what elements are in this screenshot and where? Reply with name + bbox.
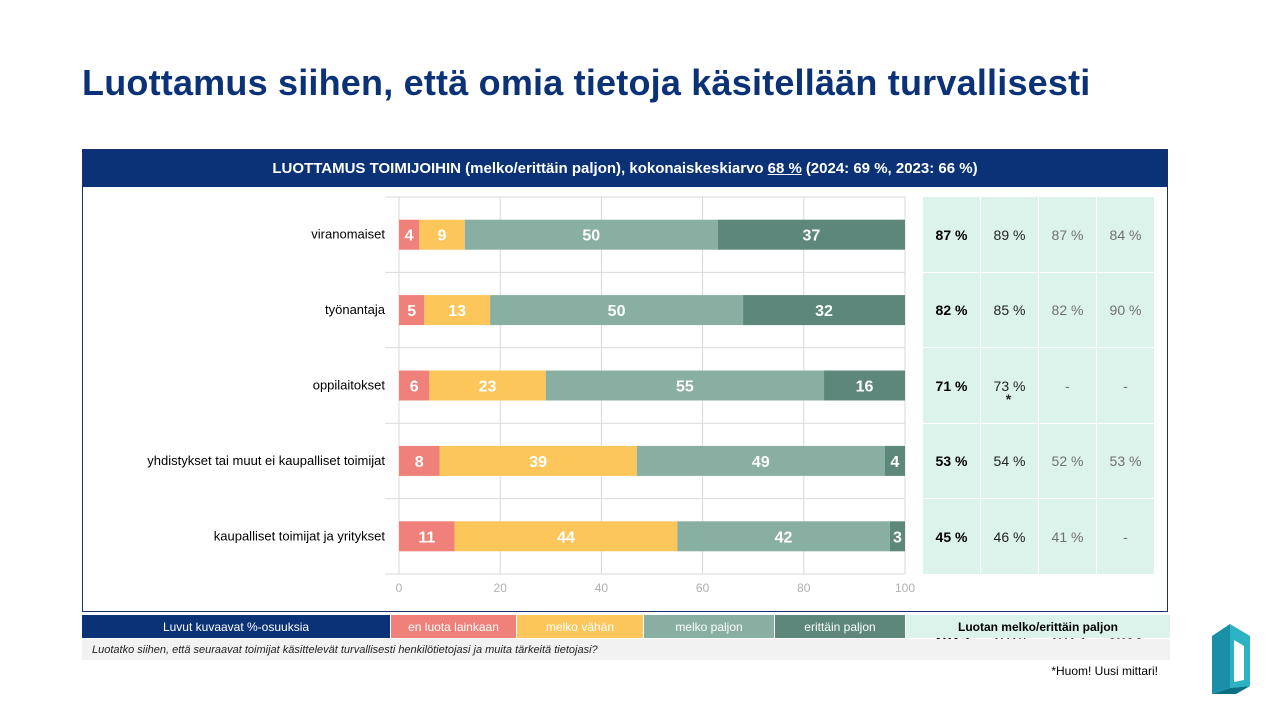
trust-cell-with-note: 73 % *: [981, 378, 1038, 407]
bar-segment: [399, 521, 455, 552]
bar-data-label: 32: [815, 303, 833, 320]
bar-segment: [419, 219, 465, 250]
trust-row-divider: [923, 498, 1155, 499]
trust-cell: 82 %: [935, 302, 968, 318]
x-tick-label: 60: [696, 581, 710, 595]
category-label: oppilaitokset: [313, 378, 386, 393]
trust-col-2022: [1097, 197, 1154, 574]
trust-cell: 53 %: [935, 453, 968, 469]
bar-data-label: 9: [438, 228, 447, 245]
trust-col-2023: [1039, 197, 1096, 574]
legend-trust-label: Luotan melko/erittäin paljon: [906, 615, 1170, 638]
bar-segment: [884, 445, 905, 476]
bar-segment: [439, 445, 637, 476]
bar-data-label: 13: [448, 303, 466, 320]
legend-melko-paljon: melko paljon: [644, 615, 775, 638]
trust-cell: 71 %: [935, 378, 968, 394]
trust-row-divider: [923, 423, 1155, 424]
bar-data-label: 16: [856, 379, 874, 396]
bar-segment: [636, 445, 885, 476]
bar-data-label: 6: [410, 379, 419, 396]
bar-data-label: 49: [752, 454, 770, 471]
legend-erittain-paljon: erittäin paljon: [775, 615, 906, 638]
bar-segment: [824, 370, 905, 401]
bar-segment: [889, 521, 905, 552]
bar-segment: [743, 295, 905, 326]
header-prefix: LUOTTAMUS TOIMIJOIHIN (melko/erittäin pa…: [272, 160, 764, 177]
bar-segment: [399, 370, 430, 401]
bar-segment: [545, 370, 825, 401]
legend-intro: Luvut kuvaavat %-osuuksia: [82, 615, 391, 638]
bar-segment: [717, 219, 905, 250]
bar-data-label: 37: [802, 228, 820, 245]
bar-segment: [399, 445, 440, 476]
trust-row-divider: [923, 347, 1155, 348]
x-tick-label: 80: [797, 581, 811, 595]
trust-cell: 73 %: [993, 378, 1026, 394]
bar-data-label: 50: [608, 303, 626, 320]
bar-data-label: 55: [676, 379, 694, 396]
bar-data-label: 11: [418, 529, 435, 546]
bar-segment: [399, 295, 425, 326]
question-text: Luotatko siihen, että seuraavat toimijat…: [82, 639, 1170, 660]
trust-col-2024: [981, 197, 1038, 574]
trust-cell: 89 %: [993, 227, 1026, 243]
bar-data-label: 23: [479, 379, 497, 396]
trust-row-divider: [923, 272, 1155, 273]
category-label: kaupalliset toimijat ja yritykset: [214, 528, 386, 543]
category-label: viranomaiset: [311, 227, 385, 242]
trust-cell: 54 %: [993, 453, 1026, 469]
trust-cell: 82 %: [1051, 302, 1084, 318]
trust-cell: -: [1123, 378, 1128, 394]
bar-segment: [490, 295, 744, 326]
page-title: Luottamus siihen, että omia tietoja käsi…: [82, 62, 1091, 103]
bar-segment: [399, 219, 420, 250]
header-suffix: (2024: 69 %, 2023: 66 %): [805, 160, 978, 177]
brand-logo: [1212, 624, 1250, 694]
header-average: 68 %: [767, 160, 802, 177]
trust-cell: 87 %: [935, 227, 968, 243]
bar-data-label: 42: [775, 529, 793, 546]
bar-data-label: 5: [407, 303, 416, 320]
bar-data-label: 44: [557, 529, 575, 546]
legend-melko-vahan: melko vähän: [517, 615, 644, 638]
trust-cell: -: [1123, 529, 1128, 545]
trust-cell: 45 %: [935, 529, 968, 545]
bar-segment: [677, 521, 890, 552]
bar-segment: [454, 521, 678, 552]
legend-en-luota: en luota lainkaan: [391, 615, 517, 638]
bar-segment: [464, 219, 718, 250]
x-tick-label: 0: [396, 581, 403, 595]
trust-cell: -: [1065, 378, 1070, 394]
panel-header: LUOTTAMUS TOIMIJOIHIN (melko/erittäin pa…: [83, 150, 1167, 187]
x-tick-label: 100: [895, 581, 915, 595]
trust-table: 87 % 89 % 87 % 84 % 82 % 85 % 82 % 90 % …: [923, 197, 1155, 647]
chart-panel: LUOTTAMUS TOIMIJOIHIN (melko/erittäin pa…: [82, 149, 1168, 647]
trust-cell: 90 %: [1109, 302, 1142, 318]
bar-data-label: 39: [529, 454, 547, 471]
bar-segment: [429, 370, 546, 401]
trust-cell: 46 %: [993, 529, 1026, 545]
category-label: työnantaja: [325, 302, 386, 317]
footnote: *Huom! Uusi mittari!: [1051, 664, 1158, 678]
bar-data-label: 8: [415, 454, 424, 471]
bar-data-label: 4: [405, 228, 414, 245]
bar-data-label: 4: [890, 454, 899, 471]
trust-cell: 41 %: [1051, 529, 1084, 545]
trust-cell: 52 %: [1051, 453, 1084, 469]
bar-segment: [424, 295, 491, 326]
category-label: yhdistykset tai muut ei kaupalliset toim…: [147, 453, 385, 468]
new-metric-note-mark: *: [1005, 391, 1012, 407]
trust-cell: 53 %: [1109, 453, 1142, 469]
x-tick-label: 40: [595, 581, 609, 595]
trust-cell: 85 %: [993, 302, 1026, 318]
trust-cell: 84 %: [1109, 227, 1142, 243]
bar-data-label: 50: [582, 228, 600, 245]
bar-data-label: 3: [893, 529, 902, 546]
trust-col-2025: [923, 197, 980, 574]
x-tick-label: 20: [494, 581, 508, 595]
trust-cell: 87 %: [1051, 227, 1084, 243]
legend-bar: Luvut kuvaavat %-osuuksia en luota laink…: [82, 615, 1170, 638]
